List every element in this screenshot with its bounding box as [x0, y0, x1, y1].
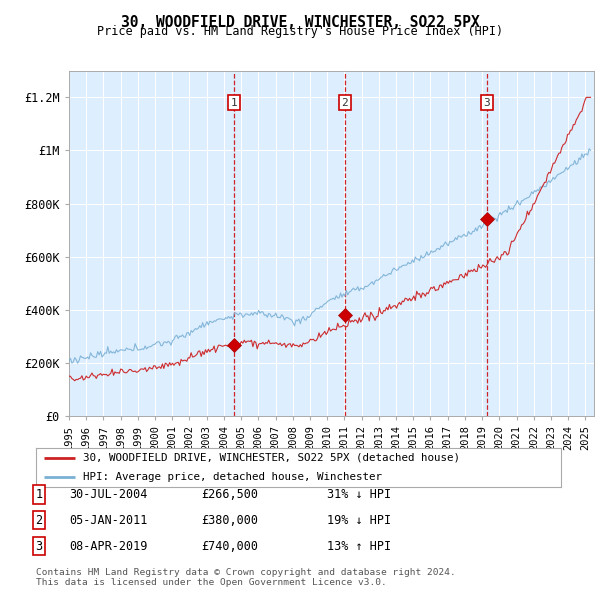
Text: 30, WOODFIELD DRIVE, WINCHESTER, SO22 5PX (detached house): 30, WOODFIELD DRIVE, WINCHESTER, SO22 5P… [83, 453, 460, 463]
Text: Price paid vs. HM Land Registry's House Price Index (HPI): Price paid vs. HM Land Registry's House … [97, 25, 503, 38]
Text: £266,500: £266,500 [201, 488, 258, 501]
Text: HPI: Average price, detached house, Winchester: HPI: Average price, detached house, Winc… [83, 472, 382, 482]
Text: 1: 1 [35, 488, 43, 501]
Text: 2: 2 [341, 98, 348, 107]
Text: 08-APR-2019: 08-APR-2019 [69, 540, 148, 553]
Text: Contains HM Land Registry data © Crown copyright and database right 2024.
This d: Contains HM Land Registry data © Crown c… [36, 568, 456, 587]
Text: £740,000: £740,000 [201, 540, 258, 553]
Text: 31% ↓ HPI: 31% ↓ HPI [327, 488, 391, 501]
Text: 05-JAN-2011: 05-JAN-2011 [69, 514, 148, 527]
Text: 1: 1 [230, 98, 237, 107]
Text: 30-JUL-2004: 30-JUL-2004 [69, 488, 148, 501]
Text: 2: 2 [35, 514, 43, 527]
Text: 13% ↑ HPI: 13% ↑ HPI [327, 540, 391, 553]
Text: 3: 3 [484, 98, 490, 107]
Text: £380,000: £380,000 [201, 514, 258, 527]
Text: 19% ↓ HPI: 19% ↓ HPI [327, 514, 391, 527]
Text: 30, WOODFIELD DRIVE, WINCHESTER, SO22 5PX: 30, WOODFIELD DRIVE, WINCHESTER, SO22 5P… [121, 15, 479, 30]
Text: 3: 3 [35, 540, 43, 553]
